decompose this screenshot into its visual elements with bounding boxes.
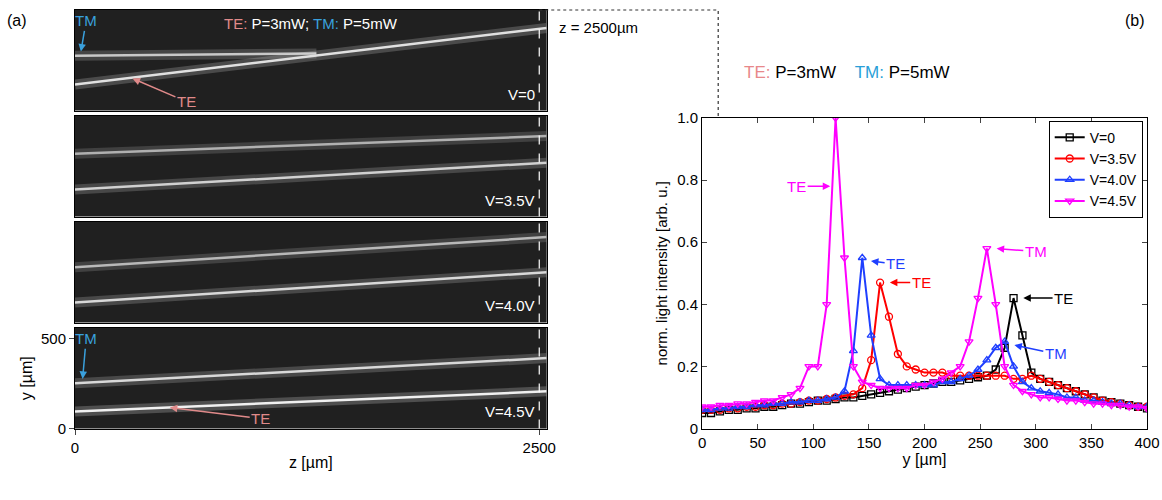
svg-text:350: 350 bbox=[1079, 434, 1104, 451]
svg-text:50: 50 bbox=[749, 434, 766, 451]
svg-text:250: 250 bbox=[968, 434, 993, 451]
svg-text:z [µm]: z [µm] bbox=[289, 454, 333, 471]
svg-text:y [µm]: y [µm] bbox=[903, 451, 947, 468]
svg-text:TM: TM bbox=[1045, 345, 1067, 362]
svg-text:0: 0 bbox=[698, 434, 706, 451]
svg-text:300: 300 bbox=[1023, 434, 1048, 451]
svg-text:500: 500 bbox=[41, 330, 66, 347]
svg-text:(b): (b) bbox=[1125, 12, 1145, 29]
svg-text:V=4.5V: V=4.5V bbox=[485, 403, 535, 420]
svg-text:(a): (a) bbox=[7, 12, 27, 29]
svg-text:TE: TE bbox=[177, 93, 196, 110]
svg-text:TE: TE bbox=[886, 255, 905, 272]
svg-text:100: 100 bbox=[801, 434, 826, 451]
svg-text:V=4.0V: V=4.0V bbox=[1090, 172, 1137, 188]
svg-text:150: 150 bbox=[856, 434, 881, 451]
svg-text:TM: TM bbox=[75, 12, 97, 29]
svg-text:V=3.5V: V=3.5V bbox=[1090, 151, 1137, 167]
svg-text:0: 0 bbox=[690, 420, 698, 437]
svg-text:0.2: 0.2 bbox=[677, 358, 698, 375]
svg-text:norm. light intensity [arb. u.: norm. light intensity [arb. u.] bbox=[653, 181, 670, 365]
svg-text:y [µm]: y [µm] bbox=[18, 356, 35, 400]
svg-text:0.8: 0.8 bbox=[677, 171, 698, 188]
svg-text:0: 0 bbox=[71, 439, 79, 456]
svg-text:1.0: 1.0 bbox=[677, 109, 698, 126]
svg-text:V=4.0V: V=4.0V bbox=[485, 297, 535, 314]
svg-text:V=4.5V: V=4.5V bbox=[1090, 193, 1137, 209]
svg-text:TE: P=3mW TM: P=5mW: TE: P=3mW TM: P=5mW bbox=[744, 63, 950, 82]
svg-text:0.6: 0.6 bbox=[677, 233, 698, 250]
svg-text:TE: TE bbox=[1054, 290, 1073, 307]
svg-text:400: 400 bbox=[1134, 434, 1159, 451]
svg-text:200: 200 bbox=[912, 434, 937, 451]
svg-text:TM: TM bbox=[1025, 243, 1047, 260]
svg-text:TE: P=3mW; TM: P=5mW: TE: P=3mW; TM: P=5mW bbox=[224, 15, 398, 32]
svg-text:TM: TM bbox=[75, 330, 97, 347]
svg-text:TE: TE bbox=[251, 410, 270, 427]
svg-text:V=0: V=0 bbox=[1090, 130, 1116, 146]
svg-text:2500: 2500 bbox=[523, 439, 556, 456]
svg-text:V=0: V=0 bbox=[508, 86, 535, 103]
svg-text:TE: TE bbox=[787, 178, 806, 195]
svg-text:z = 2500µm: z = 2500µm bbox=[559, 19, 638, 36]
svg-text:TE: TE bbox=[912, 274, 931, 291]
svg-text:0: 0 bbox=[58, 420, 66, 437]
svg-text:0.4: 0.4 bbox=[677, 296, 698, 313]
svg-text:V=3.5V: V=3.5V bbox=[485, 192, 535, 209]
